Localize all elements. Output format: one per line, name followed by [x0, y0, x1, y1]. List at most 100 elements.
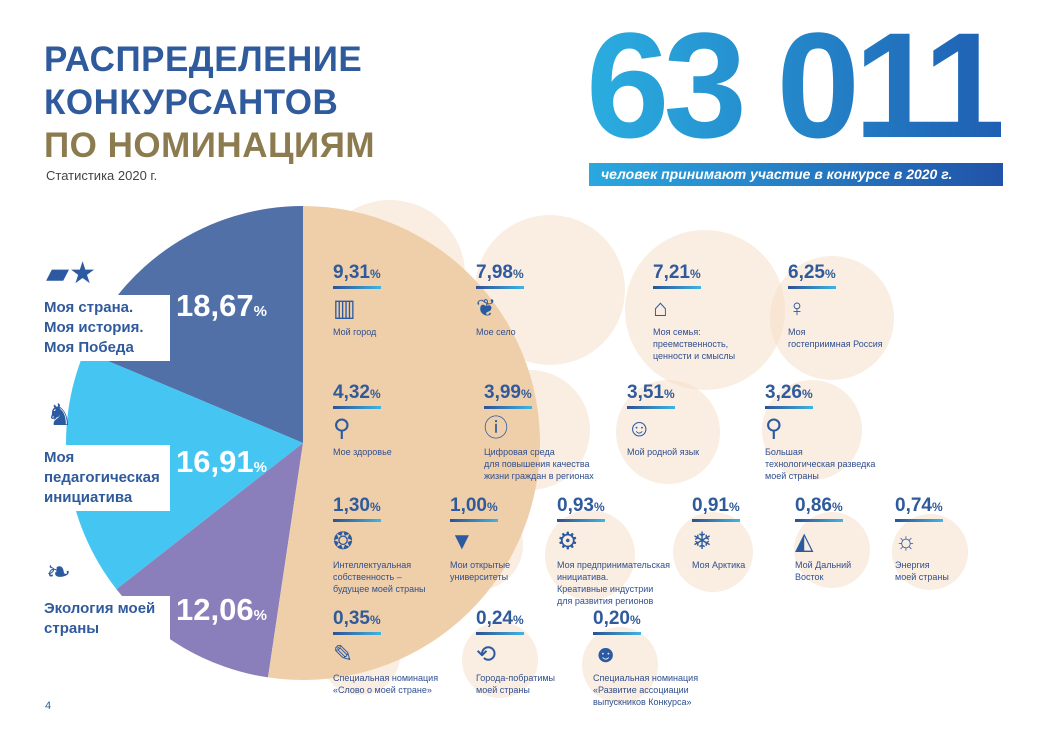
- nomination-percent: 6,25%: [788, 262, 836, 289]
- nomination-percent: 0,24%: [476, 608, 524, 635]
- magnifier-icon: ⚲: [765, 415, 783, 442]
- wheat-icon: ❦: [476, 295, 497, 322]
- percent-sign: %: [253, 459, 267, 476]
- percent-sign: %: [931, 500, 943, 514]
- slice-label-my-country: Моя страна. Моя история. Моя Победа: [40, 295, 170, 361]
- nomination-value: 7,21: [653, 262, 690, 283]
- nomination-item: 9,31% ▥ Мой город: [333, 262, 381, 338]
- nomination-value: 0,24: [476, 608, 513, 629]
- decorative-circle: [625, 230, 785, 390]
- russia-map-75-icon: ▰★: [46, 257, 96, 290]
- decorative-circle: [892, 514, 968, 590]
- nomination-item: 0,24% ⟲ Города-побратимы моей страны: [476, 608, 555, 696]
- hostess-icon: ♀: [788, 295, 806, 322]
- far-east-map-icon: ◭: [795, 528, 814, 555]
- nomination-value: 3,99: [484, 382, 521, 403]
- feather-icon: ✎: [333, 641, 354, 668]
- nomination-percent: 4,32%: [333, 382, 381, 409]
- nomination-label: Мое здоровье: [333, 447, 392, 457]
- slice-label-ecology: Экология моей страны: [40, 596, 170, 642]
- nomination-value: 0,86: [795, 495, 832, 516]
- nomination-item: 7,21% ⌂ Моя семья: преемственность, ценн…: [653, 262, 735, 362]
- decorative-circle: [673, 512, 753, 592]
- nomination-value: 1,30: [333, 495, 370, 516]
- pushkin-profile-icon: ☺: [627, 415, 652, 442]
- nomination-item: 0,93% ⚙ Моя предпринимательская инициати…: [557, 495, 670, 607]
- nomination-value: 6,25: [788, 262, 825, 283]
- nomination-label: Мой город: [333, 327, 377, 337]
- nomination-item: 1,00% ▼ Мои открытые университеты: [450, 495, 510, 583]
- nomination-label: Мой родной язык: [627, 447, 700, 457]
- nomination-value: 3,26: [765, 382, 802, 403]
- nomination-percent: 0,35%: [333, 608, 381, 635]
- nomination-percent: 7,21%: [653, 262, 701, 289]
- nomination-item: 3,99% ⓘ Цифровая среда для повышения кач…: [484, 382, 594, 482]
- nomination-label: Мои открытые университеты: [450, 560, 511, 582]
- slice-label-text: Моя страна. Моя история. Моя Победа: [44, 299, 144, 356]
- nomination-percent: 9,31%: [333, 262, 381, 289]
- family-icon: ⌂: [653, 295, 668, 322]
- nomination-label: Специальная номинация «Развитие ассоциац…: [593, 673, 699, 707]
- percent-sign: %: [369, 267, 381, 281]
- nomination-item: 0,74% ☼ Энергия моей страны: [895, 495, 949, 583]
- nomination-value: 0,74: [895, 495, 932, 516]
- nomination-item: 3,26% ⚲ Большая технологическая разведка…: [765, 382, 875, 482]
- nomination-item: 3,51% ☺ Мой родной язык: [627, 382, 699, 458]
- gears-icon: ⚙: [557, 528, 579, 555]
- nomination-value: 0,20: [593, 608, 630, 629]
- nomination-item: 4,32% ⚲ Мое здоровье: [333, 382, 392, 458]
- nomination-percent: 3,51%: [627, 382, 675, 409]
- percent-sign: %: [369, 500, 381, 514]
- people-group-icon: ☻: [593, 641, 619, 668]
- nomination-label: Моя гостеприимная Россия: [788, 327, 883, 349]
- slice-value-my-country: 18,67%: [176, 288, 267, 324]
- graduation-cap-icon: ▼: [450, 528, 474, 555]
- nomination-item: 1,30% ❂ Интеллектуальная собственность –…: [333, 495, 426, 595]
- slice-label-pedagogical: Моя педагогическая инициатива: [40, 445, 170, 511]
- percent-sign: %: [663, 387, 675, 401]
- total-caption: человек принимают участие в конкурсе в 2…: [589, 163, 1003, 186]
- nomination-item: 7,98% ❦ Мое село: [476, 262, 524, 338]
- slice-value-text: 12,06: [176, 592, 254, 627]
- nomination-percent: 7,98%: [476, 262, 524, 289]
- nomination-value: 0,93: [557, 495, 594, 516]
- slice-label-text: Моя педагогическая инициатива: [44, 449, 160, 506]
- percent-sign: %: [629, 613, 641, 627]
- percent-sign: %: [512, 613, 524, 627]
- percent-sign: %: [831, 500, 843, 514]
- city-icon: ▥: [333, 295, 356, 322]
- stork-nest-icon: ♞: [46, 399, 73, 432]
- percent-sign: %: [253, 607, 267, 624]
- nomination-item: 0,91% ❄ Моя Арктика: [692, 495, 745, 571]
- nomination-value: 3,51: [627, 382, 664, 403]
- nomination-percent: 3,26%: [765, 382, 813, 409]
- nomination-item: 0,20% ☻ Специальная номинация «Развитие …: [593, 608, 698, 708]
- nomination-value: 7,98: [476, 262, 513, 283]
- nomination-percent: 0,86%: [795, 495, 843, 522]
- percent-sign: %: [824, 267, 836, 281]
- nomination-label: Моя семья: преемственность, ценности и с…: [653, 327, 736, 361]
- arctic-icon: ❄: [692, 528, 713, 555]
- wifi-info-icon: ⓘ: [484, 415, 508, 442]
- nomination-label: Мое село: [476, 327, 516, 337]
- nomination-percent: 0,20%: [593, 608, 641, 635]
- nomination-value: 4,32: [333, 382, 370, 403]
- nomination-item: 6,25% ♀ Моя гостеприимная Россия: [788, 262, 883, 350]
- nomination-percent: 0,74%: [895, 495, 943, 522]
- slice-pedagogical: [65, 351, 303, 590]
- slice-value-text: 18,67: [176, 288, 254, 323]
- decorative-circle: [582, 627, 658, 703]
- nomination-percent: 0,93%: [557, 495, 605, 522]
- decorative-circle: [794, 512, 870, 588]
- total-participants: 63 011: [586, 1, 1007, 169]
- nomination-label: Специальная номинация «Слово о моей стра…: [333, 673, 439, 695]
- leaf-icon: ❧: [46, 556, 72, 589]
- nomination-item: 0,86% ◭ Мой Дальний Восток: [795, 495, 851, 583]
- nomination-label: Энергия моей страны: [895, 560, 949, 582]
- percent-sign: %: [689, 267, 701, 281]
- nomination-percent: 1,00%: [450, 495, 498, 522]
- nomination-label: Цифровая среда для повышения качества жи…: [484, 447, 594, 481]
- nomination-percent: 3,99%: [484, 382, 532, 409]
- handshake-map-icon: ⟲: [476, 641, 497, 668]
- title-line-3: ПО НОМИНАЦИЯМ: [44, 126, 376, 165]
